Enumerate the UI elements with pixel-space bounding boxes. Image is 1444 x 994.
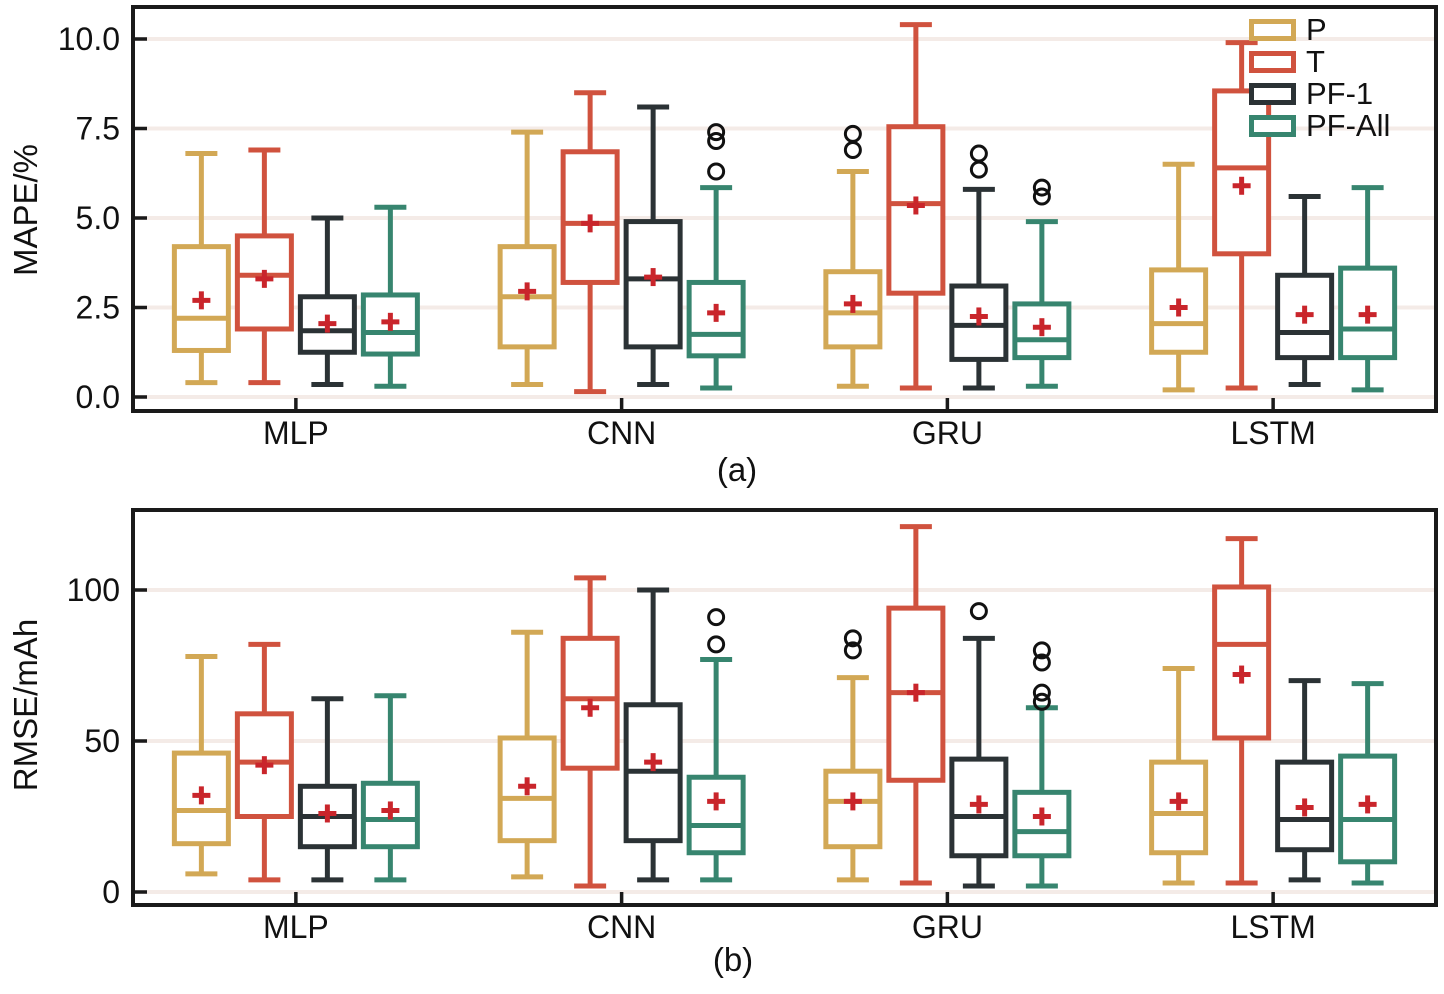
outlier-point-P-GRU-b (843, 641, 862, 660)
legend-item-P: P (1249, 12, 1390, 47)
outlier-point-PF-All-GRU-b (1032, 641, 1051, 660)
outlier-point-P-GRU-a (843, 140, 862, 159)
legend-swatch-PF-1 (1249, 83, 1296, 105)
y-tick-label-a: 7.5 (76, 111, 120, 147)
outlier-point-PF-All-CNN-b (707, 635, 726, 654)
iqr-box-T-LSTM-b (1212, 584, 1272, 741)
panel-caption-b: (b) (712, 941, 754, 978)
y-axis-label-rmse: RMSE/mAh (7, 618, 44, 792)
legend-label-PF-1: PF-1 (1306, 76, 1374, 111)
outlier-point-PF-All-CNN-b (707, 608, 726, 627)
outlier-point-PF-1-GRU-a (969, 160, 988, 179)
y-tick-label-a: 2.5 (76, 290, 120, 326)
y-tick-label-a: 5.0 (76, 200, 120, 236)
plot-border-a (131, 5, 1438, 413)
x-tick-label-MLP-b: MLP (263, 909, 329, 945)
outlier-point-P-GRU-b (843, 629, 862, 648)
y-axis-label-mape: MAPE/% (7, 143, 44, 277)
outlier-point-PF-All-GRU-a (1032, 178, 1051, 197)
y-tick-label-a: 10.0 (58, 21, 120, 57)
x-tick-label-LSTM-b: LSTM (1230, 909, 1315, 945)
x-tick-label-CNN-a: CNN (587, 415, 656, 451)
outlier-point-PF-All-CNN-a (707, 132, 726, 151)
x-tick-label-LSTM-a: LSTM (1230, 415, 1315, 451)
legend-label-PF-All: PF-All (1306, 108, 1391, 143)
x-tick-label-GRU-a: GRU (912, 415, 983, 451)
y-tick-label-b: 100 (67, 572, 120, 608)
x-tick-label-GRU-b: GRU (912, 909, 983, 945)
outlier-point-PF-All-CNN-a (707, 162, 726, 181)
iqr-box-PF-All-GRU-b (1012, 789, 1072, 859)
iqr-box-PF-All-LSTM-a (1338, 265, 1398, 361)
iqr-box-PF-All-CNN-b (686, 774, 746, 856)
x-tick-label-MLP-a: MLP (263, 415, 329, 451)
outlier-point-PF-All-GRU-b (1032, 683, 1051, 702)
iqr-box-PF-All-CNN-a (686, 279, 746, 359)
legend-swatch-T (1249, 51, 1296, 73)
y-tick-label-b: 50 (84, 723, 120, 759)
outlier-point-P-GRU-a (843, 124, 862, 143)
y-tick-label-a: 0.0 (76, 379, 120, 415)
legend-swatch-P (1249, 19, 1296, 41)
iqr-box-PF-1-LSTM-b (1275, 759, 1335, 853)
iqr-box-P-MLP-b (171, 750, 231, 847)
legend: P T PF-1 PF-All (1249, 12, 1391, 143)
outlier-point-PF-All-GRU-b (1032, 653, 1051, 672)
outlier-point-PF-1-GRU-a (969, 144, 988, 163)
x-tick-label-CNN-b: CNN (587, 909, 656, 945)
iqr-box-P-MLP-a (171, 244, 231, 353)
legend-item-T: T (1249, 44, 1390, 79)
outlier-point-PF-All-GRU-b (1032, 692, 1051, 711)
y-tick-label-b: 0 (102, 874, 120, 910)
plot-border-b (131, 508, 1438, 907)
legend-item-PF-All: PF-All (1249, 108, 1391, 143)
legend-label-T: T (1306, 44, 1325, 79)
outlier-point-PF-All-GRU-a (1032, 187, 1051, 206)
legend-item-PF-1: PF-1 (1249, 76, 1390, 111)
iqr-box-PF-1-MLP-a (297, 294, 357, 355)
legend-label-P: P (1306, 12, 1327, 47)
panel-caption-a: (a) (716, 451, 758, 488)
outlier-point-PF-1-GRU-b (969, 602, 988, 621)
outlier-point-PF-All-CNN-a (707, 123, 726, 142)
legend-swatch-PF-All (1249, 115, 1296, 137)
